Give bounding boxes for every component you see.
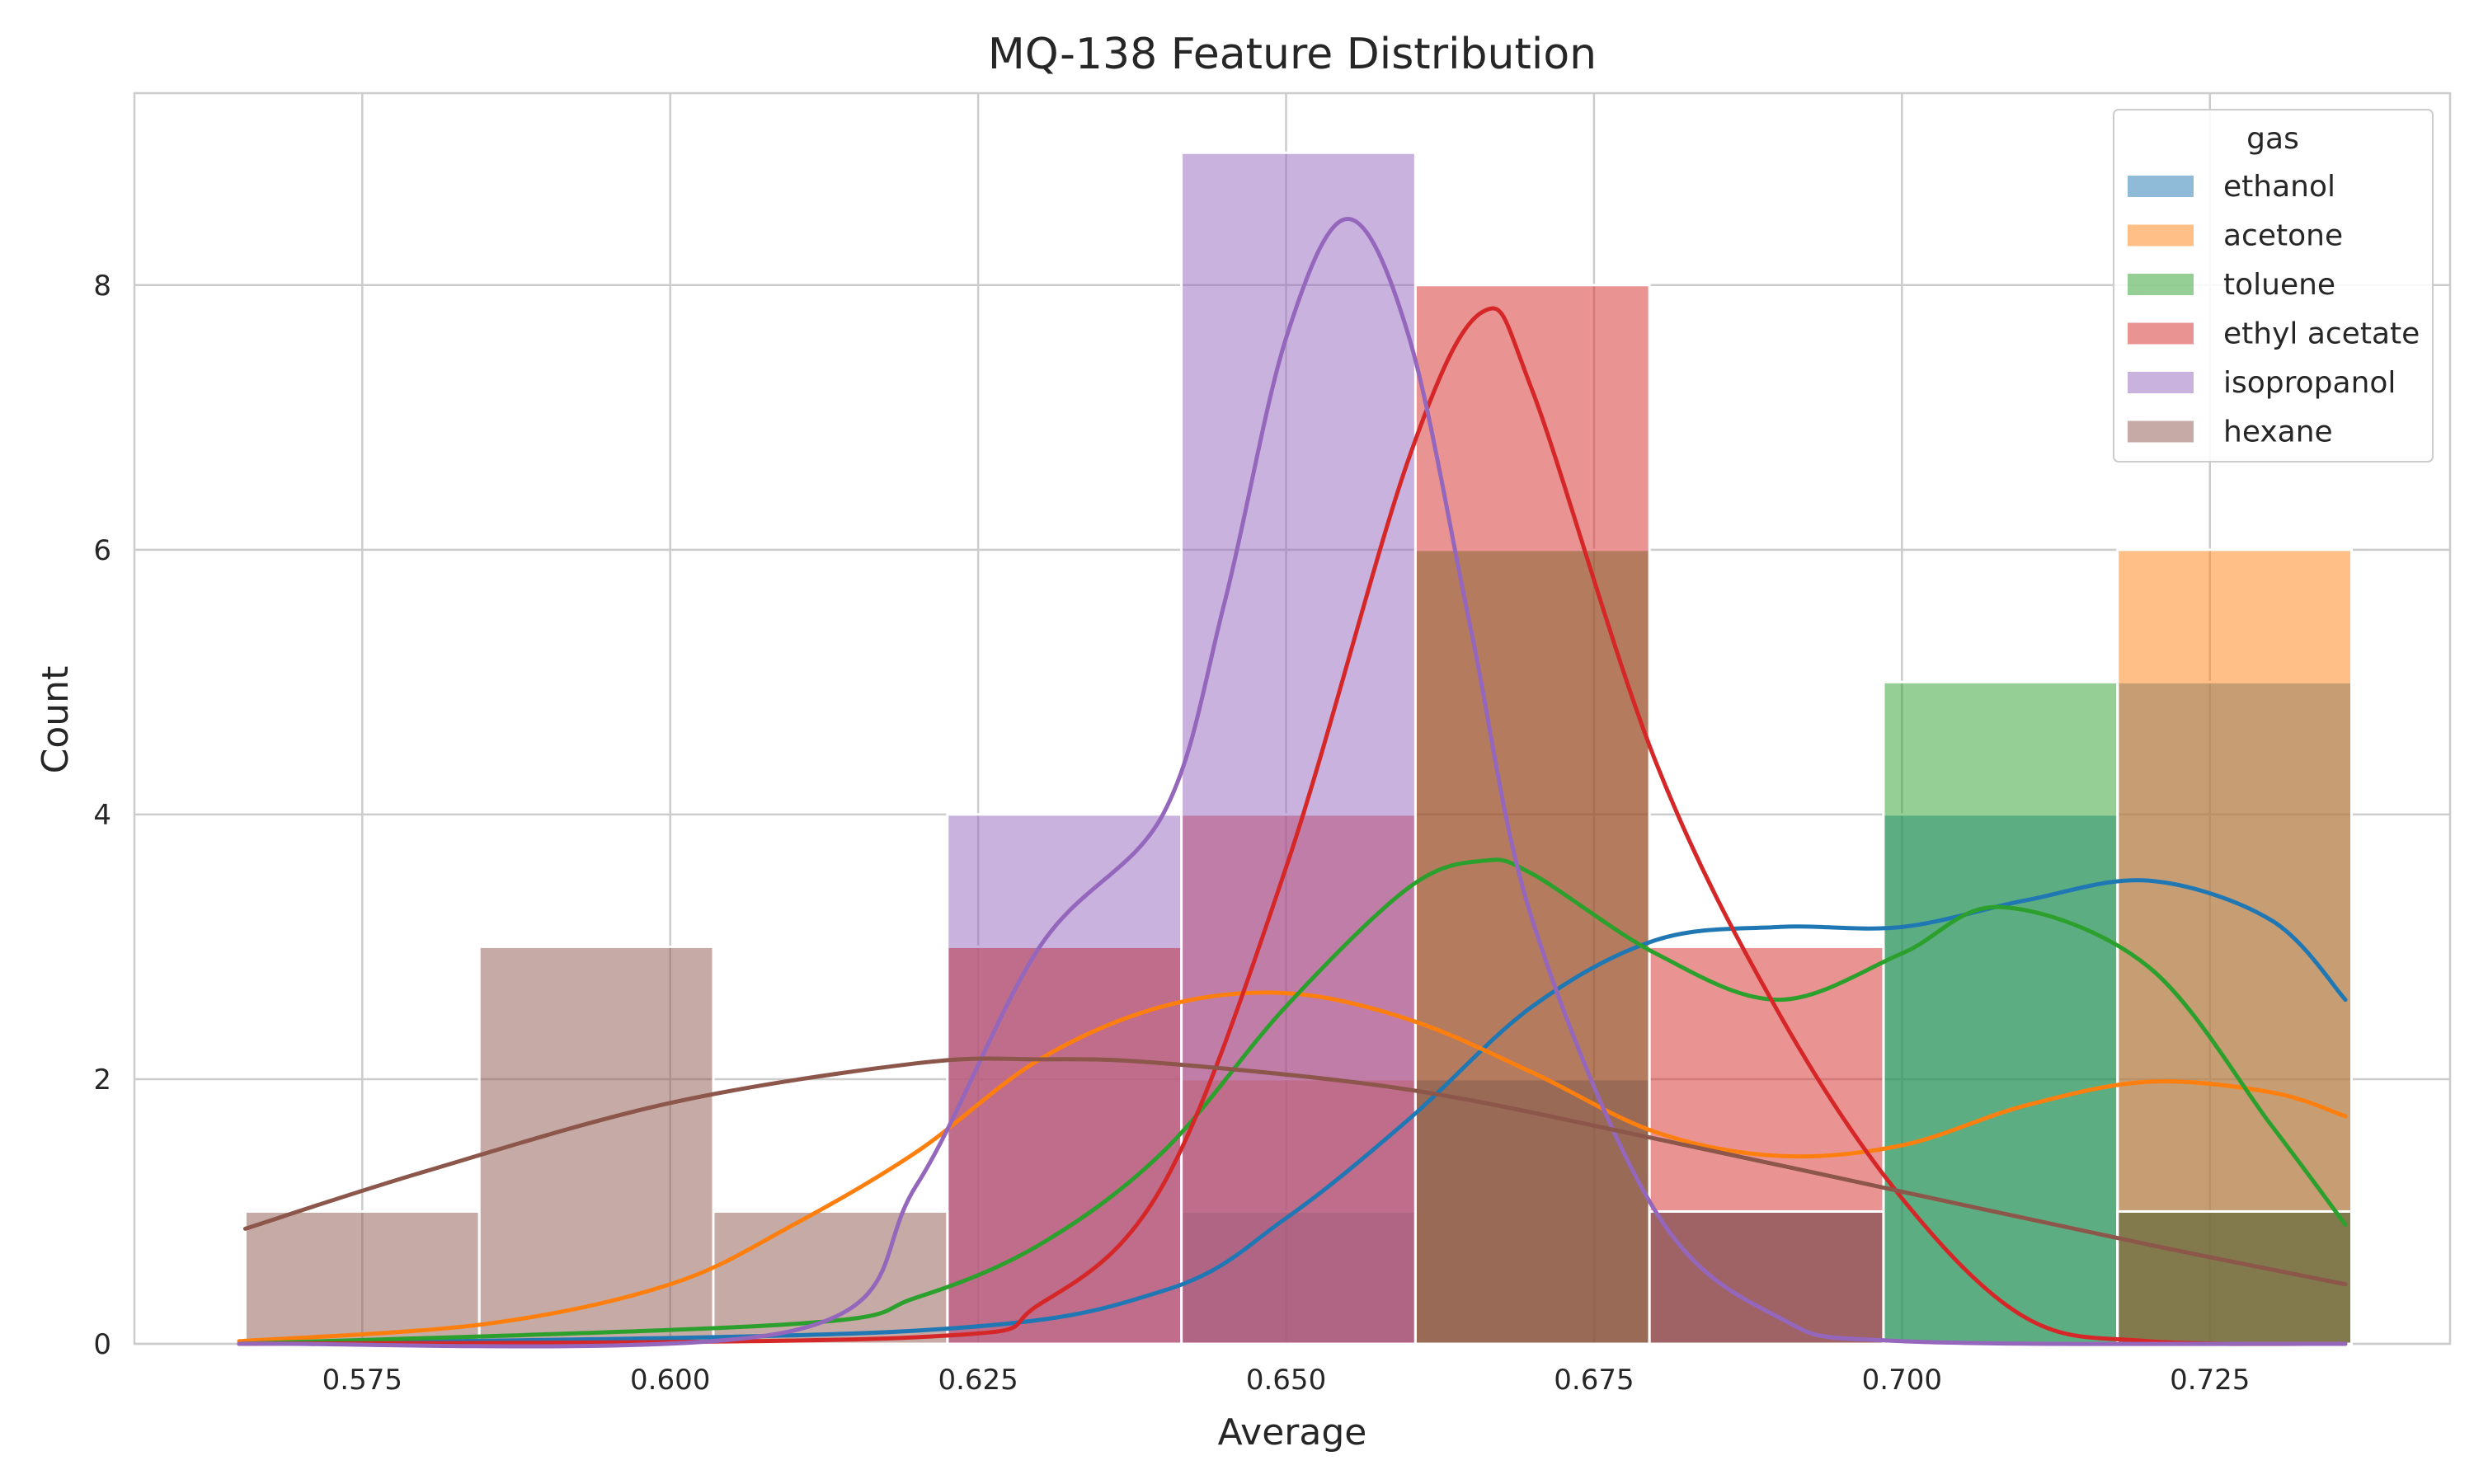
bar-toluene-bin-7 (1882, 680, 2119, 1345)
y-tick-label: 8 (93, 270, 111, 303)
bar-isopropanol-bin-4 (1180, 151, 1417, 1345)
bar-hexane-bin-0 (243, 1209, 481, 1345)
x-axis-ticks: 0.575 0.600 0.625 0.650 0.675 0.700 0.725 (322, 1364, 2251, 1397)
x-axis-title: Average (1218, 1411, 1367, 1453)
legend-swatch (2128, 176, 2194, 197)
x-tick-label: 0.625 (938, 1364, 1018, 1397)
legend-label: hexane (2223, 416, 2333, 449)
y-tick-label: 6 (93, 534, 111, 567)
x-tick-label: 0.675 (1554, 1364, 1634, 1397)
y-axis-ticks: 0 2 4 6 8 (93, 270, 111, 1361)
bar-ethyl-acetate-bin-5 (1413, 284, 1651, 1345)
legend: gas ethanol acetone toluene ethyl acetate is… (2113, 109, 2434, 463)
x-tick-label: 0.575 (322, 1364, 402, 1397)
y-tick-label: 4 (93, 799, 111, 832)
y-tick-label: 2 (93, 1064, 111, 1097)
bar-hexane-bin-2 (712, 1209, 949, 1345)
legend-label: acetone (2223, 219, 2343, 253)
kde-line-toluene (237, 857, 2348, 1346)
legend-label: ethyl acetate (2223, 317, 2420, 351)
legend-swatch (2128, 322, 2194, 345)
kde-curves (237, 217, 2348, 1349)
bar-hexane-bin-6 (1648, 1209, 1885, 1345)
legend-swatch (2128, 224, 2194, 247)
legend-title: gas (2246, 122, 2299, 156)
legend-label: isopropanol (2223, 366, 2396, 400)
y-tick-label: 0 (93, 1328, 111, 1361)
x-tick-label: 0.725 (2170, 1364, 2250, 1397)
y-axis-title: Count (35, 666, 77, 774)
x-tick-label: 0.600 (630, 1364, 710, 1397)
legend-swatch (2128, 372, 2194, 393)
kde-line-isopropanol (237, 217, 2348, 1349)
legend-items: ethanol acetone toluene ethyl acetate isopro… (2128, 170, 2420, 449)
kde-line-ethanol (237, 878, 2348, 1346)
legend-swatch (2128, 274, 2194, 295)
legend-label: ethanol (2223, 170, 2335, 204)
bar-isopropanol-bin-3 (946, 813, 1183, 1345)
x-tick-label: 0.650 (1246, 1364, 1326, 1397)
legend-swatch (2128, 420, 2194, 443)
kde-line-ethyl-acetate (237, 306, 2348, 1346)
chart-title: MQ-138 Feature Distribution (988, 30, 1597, 79)
kde-line-hexane (242, 1056, 2348, 1287)
x-tick-label: 0.700 (1862, 1364, 1942, 1397)
legend-label: toluene (2223, 268, 2335, 302)
kde-line-acetone (237, 990, 2348, 1344)
